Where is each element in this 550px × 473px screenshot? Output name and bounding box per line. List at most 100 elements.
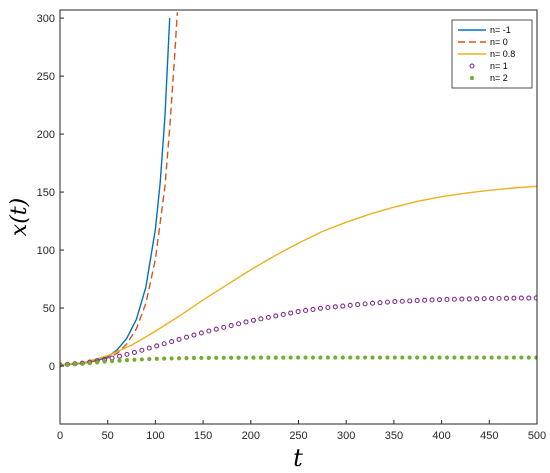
series-point: [184, 356, 189, 361]
series-point: [229, 355, 234, 360]
series-point: [236, 321, 242, 327]
series-point: [288, 355, 293, 360]
series-point: [452, 355, 457, 360]
series-2: [60, 185, 537, 366]
x-tick-label: 50: [102, 430, 114, 442]
series-point: [191, 332, 197, 338]
series-point: [124, 351, 130, 357]
series-point: [102, 359, 107, 364]
series-point: [474, 355, 479, 360]
y-tick-label: 300: [37, 13, 55, 25]
series-point: [154, 356, 159, 361]
series-point: [533, 295, 537, 301]
series-line: [60, 185, 537, 366]
series-point: [206, 355, 211, 360]
series-point: [370, 355, 375, 360]
x-tick-label: 450: [480, 430, 498, 442]
y-tick-label: 50: [43, 303, 55, 315]
series-point: [348, 355, 353, 360]
series-point: [325, 304, 331, 311]
legend-label: n= 1: [490, 61, 508, 71]
series-point: [183, 334, 190, 340]
series-point: [407, 298, 413, 304]
series-point: [466, 296, 472, 302]
series-point: [310, 306, 316, 312]
series-point: [258, 355, 264, 360]
series-point: [429, 355, 435, 360]
series-point: [95, 360, 100, 365]
x-tick-label: 350: [385, 430, 403, 442]
series-point: [422, 355, 427, 360]
series-point: [258, 316, 264, 322]
x-tick-label: 150: [194, 430, 212, 442]
series-point: [139, 357, 144, 362]
series-point: [467, 355, 472, 360]
series-point: [511, 355, 517, 360]
series-point: [444, 355, 450, 360]
series-point: [429, 297, 435, 303]
series-point: [414, 297, 420, 304]
series-point: [281, 355, 286, 360]
x-tick-label: 400: [432, 430, 450, 442]
series-point: [526, 295, 532, 301]
series-point: [474, 296, 480, 302]
series-point: [146, 345, 152, 351]
series-point: [65, 362, 70, 367]
y-tick-label: 150: [37, 187, 55, 199]
series-point: [162, 356, 167, 361]
y-axis: 0 50 100 150 200 250 300: [37, 13, 64, 373]
series-point: [251, 355, 256, 360]
series-point: [198, 330, 204, 336]
series-point: [325, 355, 330, 360]
series-point: [384, 299, 390, 305]
series-point: [489, 295, 495, 302]
series-point: [280, 311, 286, 318]
series-point: [273, 355, 278, 360]
series-point: [518, 295, 524, 301]
series-point: [295, 309, 301, 315]
series-point: [236, 355, 241, 360]
series-point: [534, 355, 537, 360]
series-point: [131, 349, 137, 355]
legend-label: n= -1: [490, 25, 511, 35]
series-point: [87, 361, 92, 366]
x-tick-label: 250: [289, 430, 307, 442]
series-point: [147, 356, 152, 362]
y-axis-label: x(t): [7, 198, 32, 236]
series-point: [176, 356, 182, 361]
legend-item: n= 2: [469, 73, 508, 83]
series-point: [243, 319, 249, 325]
series-point: [310, 355, 316, 360]
legend-swatch: [469, 63, 475, 69]
series-point: [482, 355, 487, 360]
series-point: [191, 355, 197, 361]
series-point: [169, 339, 175, 345]
series-point: [221, 355, 226, 360]
series-point: [266, 355, 271, 360]
legend-label: n= 0: [490, 37, 508, 47]
series-point: [333, 355, 338, 360]
series-point: [511, 295, 517, 301]
series-point: [437, 355, 442, 360]
series-point: [392, 355, 397, 360]
series-point: [213, 326, 219, 332]
series-point: [503, 295, 510, 301]
series-point: [504, 355, 509, 360]
series-point: [161, 341, 167, 347]
series-point: [459, 355, 464, 360]
series-point: [459, 296, 465, 302]
series-point: [265, 314, 271, 320]
x-tick-label: 0: [57, 430, 63, 442]
series-point: [422, 297, 428, 303]
series-point: [444, 296, 450, 302]
x-axis: 0 50 100 150 200 250 300 350 400 450 500: [57, 420, 546, 442]
series-point: [347, 302, 353, 308]
x-axis-label: t: [293, 444, 303, 472]
series-point: [303, 307, 309, 314]
series-point: [496, 295, 502, 301]
series-point: [385, 355, 390, 360]
series-point: [296, 355, 301, 360]
series-point: [169, 356, 174, 361]
series-point: [362, 355, 368, 360]
